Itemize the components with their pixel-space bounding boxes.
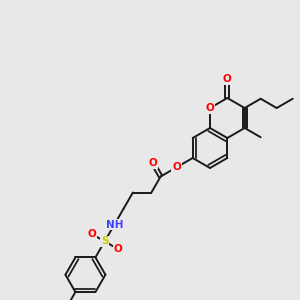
- Text: S: S: [101, 236, 108, 246]
- Text: O: O: [223, 74, 232, 85]
- Text: O: O: [148, 158, 157, 168]
- Text: O: O: [172, 162, 181, 172]
- Text: NH: NH: [106, 220, 123, 230]
- Text: O: O: [206, 103, 214, 113]
- Text: O: O: [113, 244, 122, 254]
- Text: O: O: [87, 229, 96, 239]
